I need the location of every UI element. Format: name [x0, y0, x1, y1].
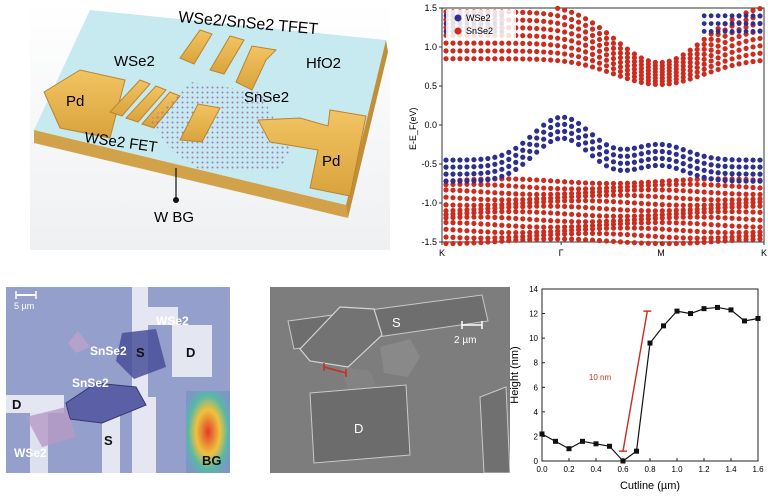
opt-label-wse2-bottom: WSe2 — [14, 446, 47, 460]
legend-label-wse2: WSe2 — [466, 13, 491, 23]
opt-label-bg: BG — [202, 453, 222, 468]
sem-cutline — [323, 366, 347, 374]
afm-point — [634, 448, 639, 454]
afm-y-tick-label: 6 — [534, 383, 539, 392]
band-y-tick-label: 0.0 — [424, 120, 437, 130]
band-y-tick-label: 0.5 — [424, 81, 437, 91]
optical-micrograph: 5 µm WSe2 SnSe2 S D SnSe2 D S WSe2 BG — [6, 287, 230, 473]
device-schematic: WSe2/SnSe2 TFET WSe2 Pd SnSe2 HfO2 WSe2 … — [30, 0, 390, 250]
afm-x-tick-label: 0.2 — [563, 465, 575, 474]
substrate-side — [34, 130, 348, 218]
sem-electrode-d — [309, 384, 411, 464]
bg-pad — [186, 391, 230, 473]
band-y-tick-label: 1.0 — [424, 42, 437, 52]
afm-x-tick-label: 1.0 — [671, 465, 683, 474]
band-y-label: E-E_F(eV) — [408, 107, 418, 150]
opt-label-wse2-top: WSe2 — [156, 314, 189, 328]
afm-point — [728, 307, 734, 313]
band-dots — [443, 5, 763, 247]
afm-annotation-label: 10 nm — [589, 373, 612, 382]
afm-y-tick-label: 2 — [534, 432, 539, 441]
legend-label-snse2: SnSe2 — [466, 26, 493, 36]
afm-x-tick-label: 1.6 — [752, 465, 764, 474]
opt-label-s-top: S — [136, 345, 145, 360]
afm-y-axis: 0 2 4 6 8 10 12 14 — [529, 285, 545, 466]
svg-text:5 µm: 5 µm — [14, 301, 34, 311]
opt-label-snse2-mid: SnSe2 — [72, 376, 109, 390]
sem-image: 2 µm S D — [270, 287, 510, 473]
opt-label-d-top: D — [186, 345, 195, 360]
optical-scale-bar: 5 µm — [14, 291, 37, 311]
afm-point — [688, 311, 693, 317]
heterostructure-flake — [150, 82, 290, 170]
afm-x-tick-label: 1.4 — [725, 465, 737, 474]
band-y-tick-label: -1.5 — [421, 237, 437, 247]
afm-point — [742, 318, 747, 324]
afm-point — [539, 431, 545, 437]
afm-point — [755, 315, 761, 321]
afm-y-tick-label: 0 — [534, 457, 539, 466]
wbg-pin-dot — [173, 197, 179, 203]
sem-label-s: S — [392, 315, 401, 330]
band-legend: WSe2 SnSe2 — [446, 10, 516, 40]
band-x-tick-label: M — [657, 248, 665, 258]
afm-plot-frame — [541, 288, 759, 462]
afm-point — [674, 308, 680, 314]
pd-right-contact — [257, 109, 367, 197]
afm-point — [647, 340, 653, 346]
label-pd-right: Pd — [322, 153, 340, 170]
afm-y-tick-label: 8 — [534, 359, 539, 368]
afm-series-points — [539, 304, 761, 464]
afm-x-tick-label: 1.2 — [698, 465, 710, 474]
afm-point — [607, 443, 612, 449]
legend-marker-wse2 — [454, 14, 462, 22]
afm-point — [580, 438, 585, 444]
band-y-axis: 1.5 1.0 0.5 0.0 -0.5 -1.0 -1.5 — [421, 3, 442, 247]
afm-y-tick-label: 12 — [529, 310, 538, 319]
label-snse2: SnSe2 — [244, 89, 289, 106]
band-y-tick-label: -1.0 — [421, 198, 437, 208]
afm-x-tick-label: 0.0 — [536, 465, 548, 474]
label-pd-left: Pd — [66, 93, 84, 110]
afm-point — [620, 458, 626, 464]
afm-x-label: Cutline (µm) — [620, 480, 680, 492]
afm-y-tick-label: 14 — [529, 285, 538, 294]
opt-label-snse2-top: SnSe2 — [90, 344, 127, 358]
afm-x-tick-label: 0.4 — [590, 465, 602, 474]
afm-point — [661, 323, 666, 329]
afm-point — [593, 441, 599, 447]
band-x-tick-label: K — [761, 248, 767, 258]
afm-x-tick-label: 0.6 — [617, 465, 629, 474]
legend-marker-snse2 — [454, 27, 462, 35]
opt-label-d-left: D — [12, 397, 21, 412]
afm-y-tick-label: 4 — [534, 408, 539, 417]
afm-point — [701, 306, 707, 312]
label-hfo2: HfO2 — [306, 55, 341, 72]
afm-y-label: Height (nm) — [509, 346, 521, 403]
afm-y-tick-label: 10 — [529, 334, 538, 343]
afm-point — [566, 446, 572, 452]
label-wbg: W BG — [154, 209, 194, 226]
band-y-tick-label: 1.5 — [424, 3, 437, 13]
band-y-tick-label: -0.5 — [421, 159, 437, 169]
sem-scale-bar: 2 µm — [454, 321, 483, 346]
sem-label-d: D — [354, 421, 363, 436]
afm-x-tick-label: 0.8 — [644, 465, 656, 474]
band-x-tick-label: Γ — [559, 248, 564, 258]
afm-step-annotation: 10 nm — [589, 310, 652, 452]
label-wse2: WSe2 — [114, 53, 155, 70]
opt-label-s-bottom: S — [104, 433, 113, 448]
svg-text:2 µm: 2 µm — [454, 335, 476, 346]
afm-point — [715, 304, 720, 310]
afm-point — [553, 438, 558, 444]
band-x-tick-label: K — [439, 248, 445, 258]
